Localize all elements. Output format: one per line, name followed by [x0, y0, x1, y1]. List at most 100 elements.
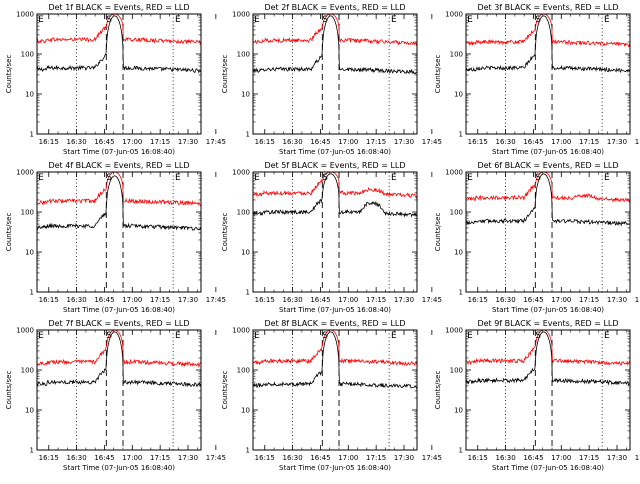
- x-tick-label: 17:15: [150, 138, 170, 146]
- x-tick-label: 17:15: [366, 296, 386, 304]
- y-tick-label: 100: [450, 209, 463, 217]
- x-tick-label: 16:15: [468, 296, 488, 304]
- series-line-lld: [36, 171, 202, 207]
- flag-label: E: [38, 173, 44, 183]
- flag-label: S: [106, 331, 112, 341]
- flag-label: S: [535, 173, 541, 183]
- x-tick-label: 17:45: [206, 454, 226, 462]
- y-tick-label: 10: [25, 91, 34, 99]
- y-tick-label: 1: [30, 289, 34, 297]
- x-tick-label: 16:45: [523, 454, 543, 462]
- y-tick-label: 1: [30, 131, 34, 139]
- series-line-events: [252, 15, 417, 75]
- flag-label: E: [254, 331, 260, 341]
- flag-label: E: [175, 173, 181, 183]
- flag-label: E: [391, 173, 397, 183]
- x-tick-label: 16:30: [283, 454, 303, 462]
- x-tick-label: 17:30: [394, 454, 414, 462]
- flag-label: E: [604, 15, 610, 25]
- flag-label: E: [254, 15, 260, 25]
- x-tick-label: 16:15: [468, 138, 488, 146]
- plot-frame: [252, 13, 418, 135]
- flag-label: E: [467, 15, 473, 25]
- x-axis-label: Start Time (07-Jun-05 16:08:40): [279, 148, 391, 156]
- y-axis-label: Counts/sec: [221, 55, 229, 94]
- x-tick-label: 17:15: [150, 296, 170, 304]
- x-tick-label: 16:30: [67, 454, 87, 462]
- y-tick-label: 10: [25, 407, 34, 415]
- series-line-lld: [465, 171, 631, 203]
- x-tick-label: 17:45: [206, 296, 226, 304]
- x-axis-label: Start Time (07-Jun-05 16:08:40): [63, 148, 175, 156]
- x-tick-label: 17:30: [178, 138, 198, 146]
- y-axis-label: Counts/sec: [5, 55, 13, 94]
- x-tick-label: 16:30: [496, 296, 516, 304]
- x-tick-label: 17:00: [338, 138, 358, 146]
- y-tick-label: 1000: [232, 169, 250, 177]
- x-tick-label: 17:45: [422, 138, 442, 146]
- x-tick-label: 16:45: [523, 296, 543, 304]
- detector-panel-9f: Det 9f BLACK = Events, RED = LLD Counts/s…: [434, 319, 640, 472]
- y-tick-label: 1000: [445, 169, 463, 177]
- y-tick-label: 10: [241, 91, 250, 99]
- y-tick-label: 10: [454, 407, 463, 415]
- flag-label: E: [467, 331, 473, 341]
- x-tick-label: 17:30: [178, 454, 198, 462]
- x-tick-label: 17:15: [366, 138, 386, 146]
- x-tick-label: 17:00: [122, 454, 142, 462]
- series-line-lld: [465, 329, 631, 366]
- x-tick-label: 17:15: [150, 454, 170, 462]
- series-line-events: [465, 331, 630, 386]
- plot-frame: [36, 171, 202, 293]
- y-tick-label: 1: [459, 447, 463, 455]
- detector-panel-6f: Det 6f BLACK = Events, RED = LLD Counts/s…: [434, 161, 640, 314]
- x-tick-label: 16:45: [94, 138, 114, 146]
- flag-label: S: [535, 15, 541, 25]
- flag-label: E: [38, 331, 44, 341]
- y-tick-label: 100: [21, 367, 34, 375]
- x-tick-label: 16:15: [255, 296, 275, 304]
- y-tick-label: 1: [246, 289, 250, 297]
- panel-title: Det 3f BLACK = Events, RED = LLD: [477, 3, 618, 12]
- series-line-events: [252, 331, 418, 389]
- series-line-lld: [252, 171, 418, 199]
- flag-label: S: [106, 173, 112, 183]
- flag-label: S: [322, 15, 328, 25]
- x-tick-label: 16:30: [496, 454, 516, 462]
- x-tick-label: 16:30: [283, 296, 303, 304]
- x-tick-label: 16:45: [310, 138, 330, 146]
- flag-label: S: [535, 331, 541, 341]
- y-tick-label: 1000: [445, 327, 463, 335]
- x-tick-label: 17:30: [607, 296, 627, 304]
- x-tick-label: 16:15: [39, 454, 59, 462]
- x-tick-label: 17:00: [122, 138, 142, 146]
- x-tick-label: 17:00: [338, 296, 358, 304]
- y-tick-label: 100: [237, 51, 250, 59]
- y-tick-label: 1000: [16, 327, 34, 335]
- y-axis-label: Counts/sec: [221, 213, 229, 252]
- series-line-lld: [252, 13, 418, 47]
- y-tick-label: 100: [450, 51, 463, 59]
- y-tick-label: 1000: [16, 169, 34, 177]
- series-line-lld: [465, 13, 631, 47]
- y-axis-label: Counts/sec: [434, 371, 442, 410]
- panel-title: Det 2f BLACK = Events, RED = LLD: [264, 3, 405, 12]
- x-tick-label: 16:45: [310, 296, 330, 304]
- x-tick-label: 16:15: [39, 138, 59, 146]
- x-tick-label: 16:45: [310, 454, 330, 462]
- flag-label: S: [106, 15, 112, 25]
- x-tick-label: 17:45: [206, 138, 226, 146]
- flag-label: E: [175, 331, 181, 341]
- x-tick-label: 17:00: [551, 454, 571, 462]
- x-tick-label: 16:15: [255, 138, 275, 146]
- series-line-lld: [36, 13, 202, 46]
- x-axis-label: Start Time (07-Jun-05 16:08:40): [63, 464, 175, 472]
- flag-label: E: [38, 15, 44, 25]
- x-axis-label: Start Time (07-Jun-05 16:08:40): [492, 464, 604, 472]
- y-tick-label: 100: [450, 367, 463, 375]
- plot-frame: [465, 13, 631, 135]
- x-tick-label: 17:00: [551, 138, 571, 146]
- y-tick-label: 10: [241, 249, 250, 257]
